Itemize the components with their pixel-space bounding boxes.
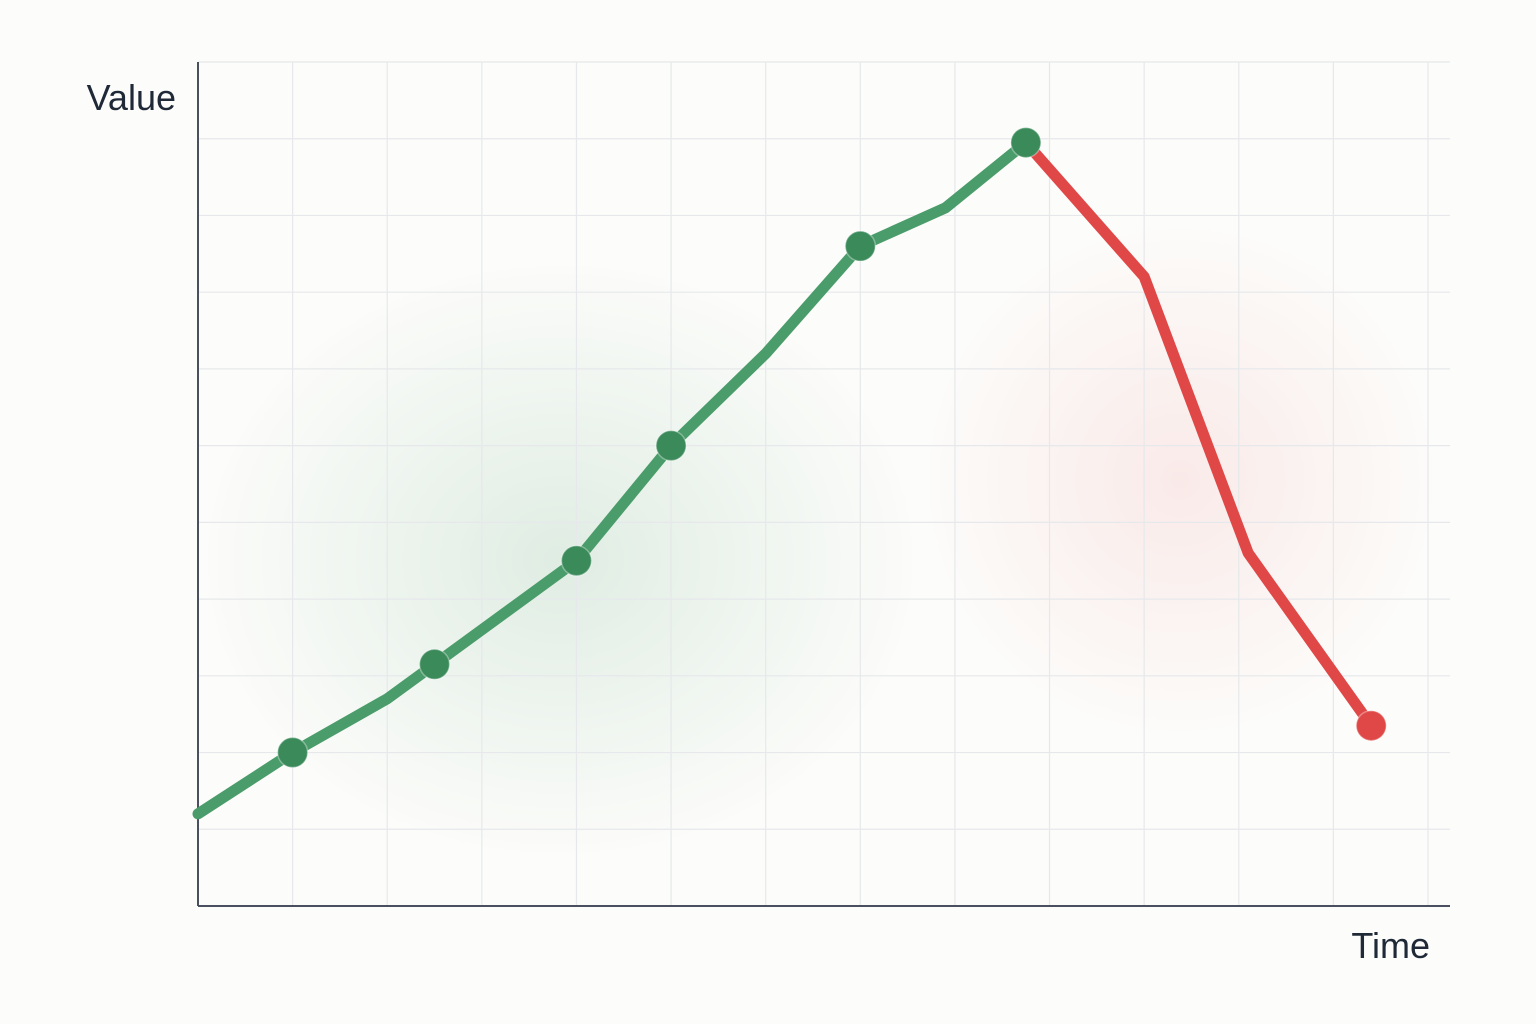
data-point: [276, 736, 309, 769]
markers: [276, 126, 1387, 769]
data-point: [1355, 709, 1387, 742]
data-point: [655, 429, 687, 462]
data-point: [418, 648, 451, 681]
area-glow: [200, 220, 1440, 860]
series-line-1: [192, 137, 1032, 820]
data-point: [844, 230, 877, 262]
grid: [198, 61, 1450, 906]
data-point: [560, 544, 593, 577]
series-line-2: [1020, 137, 1377, 732]
x-axis-label: Time: [1351, 925, 1430, 966]
data-point: [1010, 126, 1042, 159]
series: [192, 126, 1387, 820]
axes: [197, 62, 1450, 907]
y-axis-label: Value: [87, 77, 176, 118]
